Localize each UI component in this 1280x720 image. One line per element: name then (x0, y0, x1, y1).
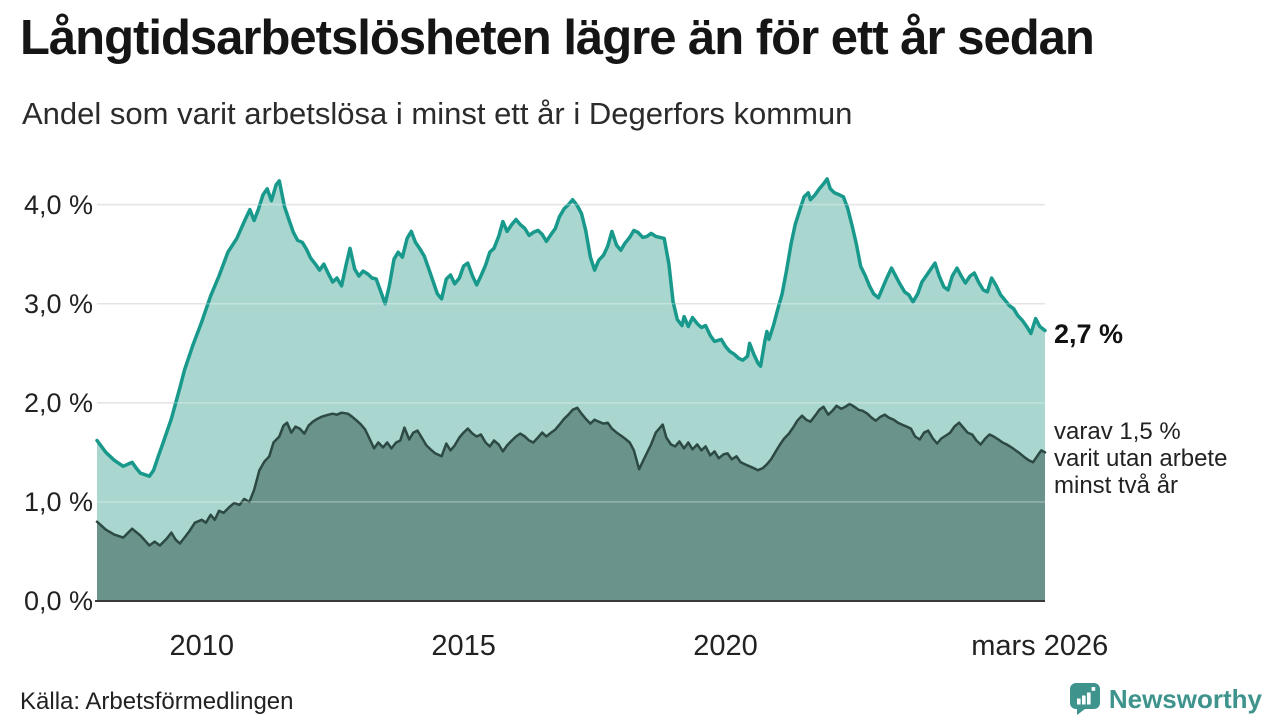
line-series-0 (95, 177, 1047, 478)
y-tick-label: 1,0 % (23, 486, 93, 517)
newsworthy-wordmark: Newsworthy (1108, 683, 1262, 714)
newsworthy-brand: Newsworthy (1069, 682, 1262, 716)
newsworthy-logo-icon (1069, 682, 1101, 716)
line-series-1 (95, 402, 1047, 547)
y-tick-label: 0,0 % (23, 586, 93, 616)
y-tick-label: 2,0 % (23, 387, 93, 418)
x-tick-label: 2010 (169, 630, 235, 662)
x-tick-label: 2020 (693, 630, 758, 662)
y-tick-label: 3,0 % (23, 288, 93, 319)
page-subtitle: Andel som varit arbetslösa i minst ett å… (22, 96, 853, 131)
x-tick-label: mars 2026 (971, 630, 1109, 662)
x-tick-label: 2015 (431, 630, 496, 662)
area-series-1 (97, 403, 1045, 601)
source-note: Källa: Arbetsförmedlingen (20, 688, 294, 715)
y-tick-label: 4,0 % (23, 189, 93, 220)
two-year-annotation: varav 1,5 % varit utan arbete minst två … (1054, 418, 1228, 499)
latest-total-annotation: 2,7 % (1054, 319, 1124, 349)
page-title: Långtidsarbetslösheten lägre än för ett … (20, 11, 1095, 65)
